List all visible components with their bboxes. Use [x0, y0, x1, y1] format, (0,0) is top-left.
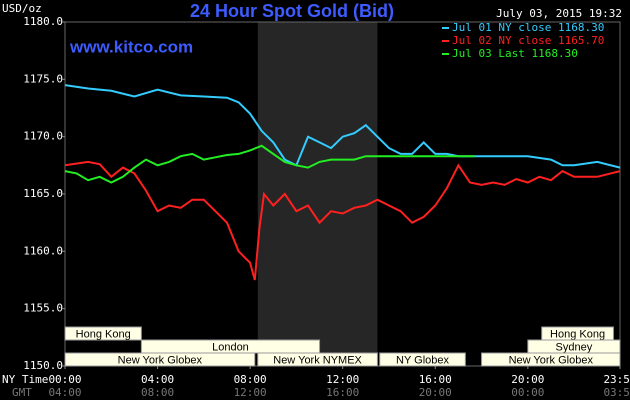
chart-title: 24 Hour Spot Gold (Bid)	[190, 1, 394, 21]
series-line	[64, 84, 621, 169]
session-box	[64, 352, 256, 367]
session-label: New York Globex	[509, 354, 594, 366]
series-line	[64, 144, 475, 184]
session-box	[481, 352, 621, 367]
x2-tick-label: 03:59	[603, 386, 630, 399]
y-tick-label: 1175.0	[23, 72, 63, 85]
session-label: NY Globex	[396, 354, 449, 366]
x2-tick-label: 04:00	[48, 386, 81, 399]
legend-label: Jul 03 Last 1168.30	[452, 47, 578, 60]
session-box	[379, 352, 466, 367]
session-label: London	[212, 341, 249, 353]
x-tick-label: 04:00	[141, 373, 174, 386]
y-tick-label: 1150.0	[23, 359, 63, 372]
y-tick-label: 1180.0	[23, 15, 63, 28]
x2-tick-label: 08:00	[141, 386, 174, 399]
x-label: NY Time	[2, 373, 48, 386]
y-tick-label: 1170.0	[23, 130, 63, 143]
x2-tick-label: 12:00	[234, 386, 267, 399]
y-unit: USD/oz	[2, 2, 42, 15]
y-tick-label: 1155.0	[23, 302, 63, 315]
x2-label: GMT	[12, 386, 32, 399]
x-tick-label: 08:00	[234, 373, 267, 386]
series-line	[64, 160, 621, 281]
session-box	[257, 352, 378, 367]
x2-tick-label: 16:00	[326, 386, 359, 399]
x-tick-label: 00:00	[48, 373, 81, 386]
legend-label: Jul 01 NY close 1168.30	[452, 21, 604, 34]
session-label: Hong Kong	[76, 328, 131, 340]
legend-label: Jul 02 NY close 1165.70	[452, 34, 604, 47]
subtitle: www.kitco.com	[69, 37, 193, 56]
session-shade	[257, 22, 378, 366]
session-box	[64, 326, 142, 341]
x-tick-label: 23:59	[603, 373, 630, 386]
y-tick-label: 1160.0	[23, 244, 63, 257]
session-label: Sydney	[556, 341, 593, 353]
session-label: Hong Kong	[550, 328, 605, 340]
x-tick-label: 16:00	[419, 373, 452, 386]
timestamp: July 03, 2015 19:32	[496, 7, 622, 20]
y-tick-label: 1165.0	[23, 187, 63, 200]
x2-tick-label: 20:00	[419, 386, 452, 399]
session-label: New York Globex	[118, 354, 203, 366]
x2-tick-label: 00:00	[511, 386, 544, 399]
x-tick-label: 20:00	[511, 373, 544, 386]
x-tick-label: 12:00	[326, 373, 359, 386]
session-label: New York NYMEX	[273, 354, 362, 366]
